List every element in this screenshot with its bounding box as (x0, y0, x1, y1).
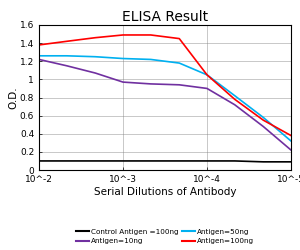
Legend: Control Antigen =100ng, Antigen=10ng, Antigen=50ng, Antigen=100ng: Control Antigen =100ng, Antigen=10ng, An… (76, 229, 254, 244)
Title: ELISA Result: ELISA Result (122, 10, 208, 24)
Y-axis label: O.D.: O.D. (8, 86, 18, 109)
X-axis label: Serial Dilutions of Antibody: Serial Dilutions of Antibody (94, 187, 236, 197)
